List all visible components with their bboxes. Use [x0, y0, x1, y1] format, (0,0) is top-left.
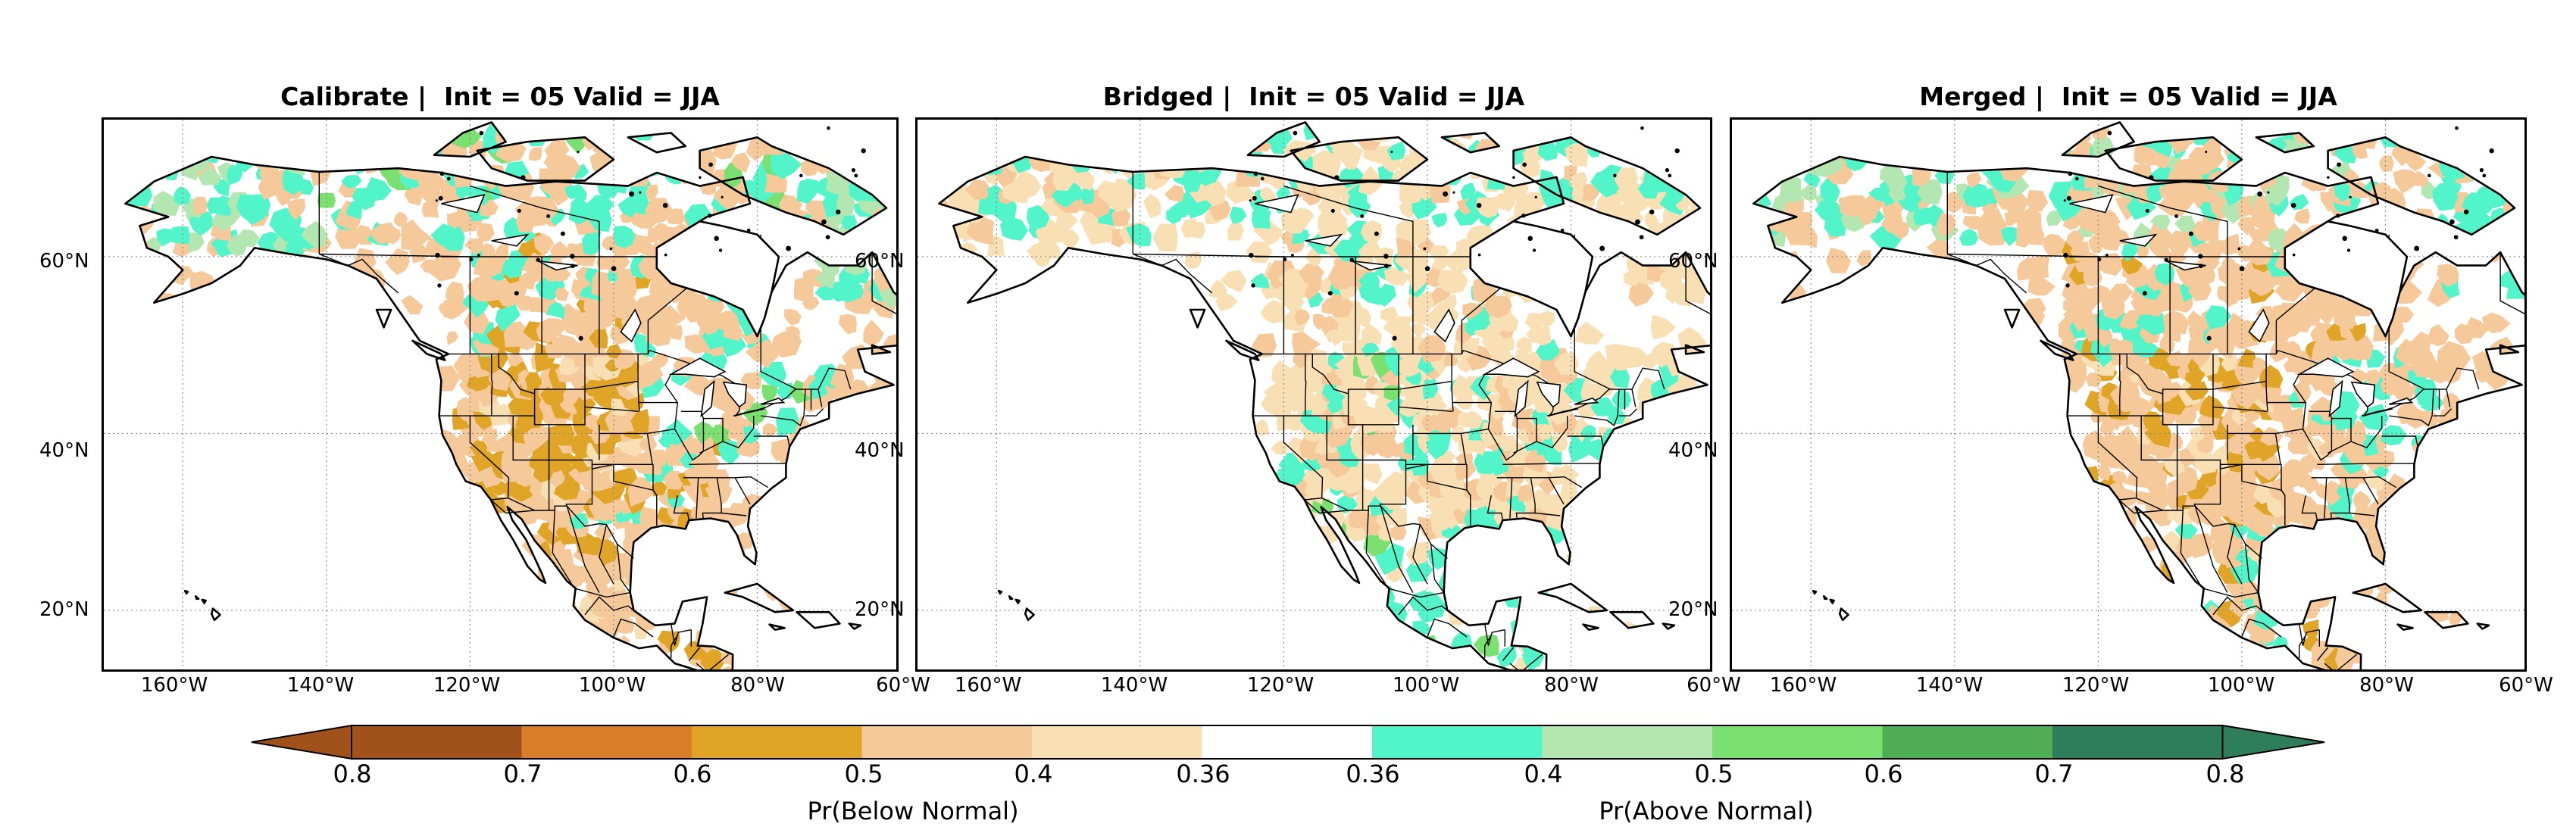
colorbar-extend-low: [251, 724, 352, 760]
colorbar-tick: 0.36: [1346, 760, 1400, 788]
colorbar-tick: 0.7: [2034, 760, 2074, 788]
lakes: [441, 194, 786, 418]
lon-label-160w: 160°W: [1769, 674, 1837, 697]
colorbar-segment: [1712, 725, 1883, 759]
map-canvas: [918, 120, 1710, 669]
map-panel-merged: [1730, 117, 2527, 672]
lon-label-80w: 80°W: [1544, 674, 1599, 697]
lat-label-60n: 60°N: [1668, 250, 1718, 273]
map-canvas: [104, 120, 896, 669]
lon-label-60w: 60°W: [1687, 674, 1741, 697]
map-frame: [915, 117, 1712, 672]
political-borders: [1132, 171, 1710, 669]
colorbar-tick: 0.6: [1864, 760, 1903, 788]
colorbar-tick: 0.4: [1524, 760, 1563, 788]
colorbar-tick: 0.7: [503, 760, 542, 788]
small-islands: [2063, 126, 2494, 341]
colorbar-tick: 0.5: [1694, 760, 1733, 788]
lon-label-80w: 80°W: [730, 674, 785, 697]
colorbar-segment: [2052, 725, 2223, 759]
colorbar-tick: 0.36: [1176, 760, 1230, 788]
lon-label-100w: 100°W: [1392, 674, 1460, 697]
map-frame: [102, 117, 899, 672]
colorbar-segment: [1542, 725, 1713, 759]
small-islands: [1249, 126, 1680, 341]
colorbar-tick: 0.8: [333, 760, 372, 788]
lakes: [1255, 194, 1599, 418]
lon-label-120w: 120°W: [1246, 674, 1315, 697]
lat-label-60n: 60°N: [39, 250, 89, 273]
lon-label-60w: 60°W: [2499, 674, 2553, 697]
panel-title-calibrate: Calibrate | Init = 05 Valid = JJA: [280, 82, 720, 111]
colorbar-tick: 0.4: [1014, 760, 1053, 788]
lon-label-100w: 100°W: [578, 674, 646, 697]
lon-label-140w: 140°W: [286, 674, 355, 697]
political-borders: [1946, 171, 2524, 669]
map-panel-calibrate: [102, 117, 899, 672]
lat-label-20n: 20°N: [1668, 598, 1718, 621]
lon-label-100w: 100°W: [2207, 674, 2275, 697]
colorbar-title-above-normal: Pr(Above Normal): [1599, 797, 1814, 825]
lat-label-40n: 40°N: [855, 439, 905, 462]
graticule: [1732, 120, 2524, 669]
map-canvas: [1732, 120, 2524, 669]
colorbar-segment: [1372, 725, 1543, 759]
lon-label-80w: 80°W: [2359, 674, 2414, 697]
lat-label-20n: 20°N: [39, 598, 89, 621]
small-islands: [435, 126, 866, 341]
colorbar-extend-high: [2221, 724, 2325, 760]
colorbar-tick: 0.5: [844, 760, 883, 788]
colorbar-segment: [1032, 725, 1202, 759]
colorbar: [251, 724, 2325, 760]
lon-label-120w: 120°W: [2062, 674, 2130, 697]
coastlines: [1752, 121, 2524, 669]
colorbar-frame: [351, 725, 2224, 760]
colorbar-segment: [352, 725, 522, 759]
lat-label-60n: 60°N: [855, 250, 905, 273]
colorbar-title-below-normal: Pr(Below Normal): [807, 797, 1019, 825]
colorbar-segment: [1202, 725, 1373, 759]
lon-label-140w: 140°W: [1100, 674, 1168, 697]
lat-label-40n: 40°N: [39, 439, 89, 462]
coastlines: [938, 121, 1710, 669]
colorbar-segment: [692, 725, 862, 759]
lon-label-160w: 160°W: [140, 674, 208, 697]
lon-label-140w: 140°W: [1915, 674, 1984, 697]
lon-label-60w: 60°W: [876, 674, 930, 697]
map-panel-bridged: [915, 117, 1712, 672]
coastlines: [124, 121, 896, 669]
colorbar-tick: 0.6: [673, 760, 712, 788]
colorbar-segment: [1882, 725, 2053, 759]
colorbar-tick: 0.8: [2206, 760, 2245, 788]
colorbar-segment: [521, 725, 692, 759]
panel-title-merged: Merged | Init = 05 Valid = JJA: [1919, 82, 2337, 111]
lat-label-40n: 40°N: [1668, 439, 1718, 462]
lat-label-20n: 20°N: [855, 598, 905, 621]
lon-label-160w: 160°W: [954, 674, 1022, 697]
colorbar-segment: [861, 725, 1033, 759]
lakes: [2069, 194, 2414, 418]
panel-title-bridged: Bridged | Init = 05 Valid = JJA: [1102, 82, 1525, 111]
map-frame: [1730, 117, 2527, 672]
lon-label-120w: 120°W: [433, 674, 501, 697]
